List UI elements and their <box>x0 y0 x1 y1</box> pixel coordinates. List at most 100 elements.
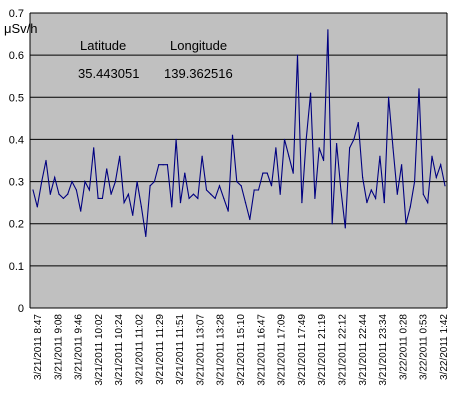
x-tick-label: 3/21/2011 13:28 <box>216 314 227 386</box>
x-tick-label: 3/21/2011 17:09 <box>277 314 288 386</box>
data-point <box>301 202 303 204</box>
data-point <box>440 164 442 166</box>
x-tick-label: 3/21/2011 9:08 <box>53 314 64 380</box>
data-point <box>444 185 446 187</box>
data-point <box>197 197 199 200</box>
data-point <box>388 96 390 98</box>
data-point <box>314 197 316 200</box>
x-tick-label: 3/21/2011 22:12 <box>338 314 349 386</box>
data-point <box>283 138 286 141</box>
y-tick-label: 0.3 <box>9 177 24 189</box>
data-point <box>331 223 333 225</box>
data-point <box>401 164 403 166</box>
y-tick-label: 0.4 <box>9 134 24 146</box>
data-point <box>405 223 407 225</box>
data-point <box>322 159 325 162</box>
data-point <box>383 202 385 204</box>
latitude-value: 35.443051 <box>78 66 139 81</box>
data-point <box>305 138 307 141</box>
data-point <box>166 164 169 166</box>
data-point <box>158 164 160 166</box>
data-point <box>123 202 125 204</box>
data-point <box>379 155 381 157</box>
data-point <box>97 197 99 200</box>
data-point <box>54 176 56 178</box>
x-tick-label: 3/21/2011 10:02 <box>94 314 105 386</box>
data-point <box>318 147 320 149</box>
data-point <box>431 155 433 157</box>
data-point <box>210 193 212 195</box>
data-point <box>36 206 38 208</box>
data-point <box>140 206 143 208</box>
y-axis-ticks: 0 0.1 0.2 0.3 0.4 0.5 0.6 0.7 <box>9 8 24 315</box>
y-tick-label: 0.7 <box>9 8 24 20</box>
data-point <box>249 218 251 221</box>
data-point <box>67 193 69 195</box>
data-point <box>270 185 273 187</box>
data-point <box>32 189 34 191</box>
data-point <box>75 189 77 191</box>
data-point <box>110 193 112 195</box>
data-point <box>106 168 108 170</box>
series-line <box>32 29 446 237</box>
data-point <box>80 210 82 212</box>
data-point <box>179 202 182 204</box>
data-point <box>49 193 51 195</box>
data-point <box>62 197 64 200</box>
data-point <box>153 180 156 183</box>
data-point <box>348 147 351 149</box>
data-point <box>257 189 260 191</box>
data-point <box>392 147 394 149</box>
x-tick-label: 3/22/2011 0:53 <box>419 314 430 380</box>
data-point <box>223 197 225 200</box>
data-point <box>214 197 216 200</box>
data-point <box>88 189 90 191</box>
x-tick-label: 3/21/2011 21:19 <box>317 314 328 386</box>
x-tick-label: 3/21/2011 23:34 <box>378 314 389 386</box>
data-point <box>275 147 277 149</box>
data-point <box>149 185 151 187</box>
data-point <box>335 143 338 145</box>
data-point <box>114 180 116 183</box>
y-tick-label: 0.1 <box>9 261 24 273</box>
latitude-label: Latitude <box>80 38 126 53</box>
data-point <box>45 159 47 162</box>
data-point <box>414 180 416 183</box>
data-point <box>175 138 177 141</box>
data-point <box>409 206 411 208</box>
data-point <box>93 147 95 149</box>
x-tick-label: 3/22/2011 1:42 <box>439 314 450 380</box>
x-tick-label: 3/21/2011 11:02 <box>135 314 146 385</box>
data-point <box>184 172 186 174</box>
gridlines <box>29 12 448 309</box>
data-point <box>279 193 281 195</box>
data-point <box>231 134 234 136</box>
x-axis-ticks: 3/21/2011 8:47 3/21/2011 9:08 3/21/2011 9:… <box>33 314 450 386</box>
data-point <box>362 176 364 178</box>
data-point <box>192 193 195 195</box>
y-tick-label: 0.2 <box>9 219 24 231</box>
y-tick-label: 0.5 <box>9 92 24 104</box>
data-point <box>188 197 190 200</box>
plot-area <box>30 13 447 308</box>
data-point <box>58 193 60 195</box>
data-point <box>101 197 103 200</box>
data-point <box>162 164 164 166</box>
data-point <box>71 180 73 183</box>
longitude-label: Longitude <box>170 38 227 53</box>
data-point <box>218 185 221 187</box>
x-tick-label: 3/21/2011 16:47 <box>256 314 267 386</box>
x-tick-label: 3/21/2011 11:29 <box>155 314 166 385</box>
data-point <box>288 155 290 157</box>
data-point <box>227 210 229 212</box>
series-layer <box>32 29 446 237</box>
x-tick-label: 3/21/2011 13:07 <box>195 314 206 386</box>
data-point <box>119 155 121 157</box>
y-tick-label: 0 <box>18 303 24 315</box>
data-point <box>427 202 429 204</box>
data-point <box>340 189 342 191</box>
data-point <box>370 189 372 191</box>
data-point <box>244 202 247 204</box>
